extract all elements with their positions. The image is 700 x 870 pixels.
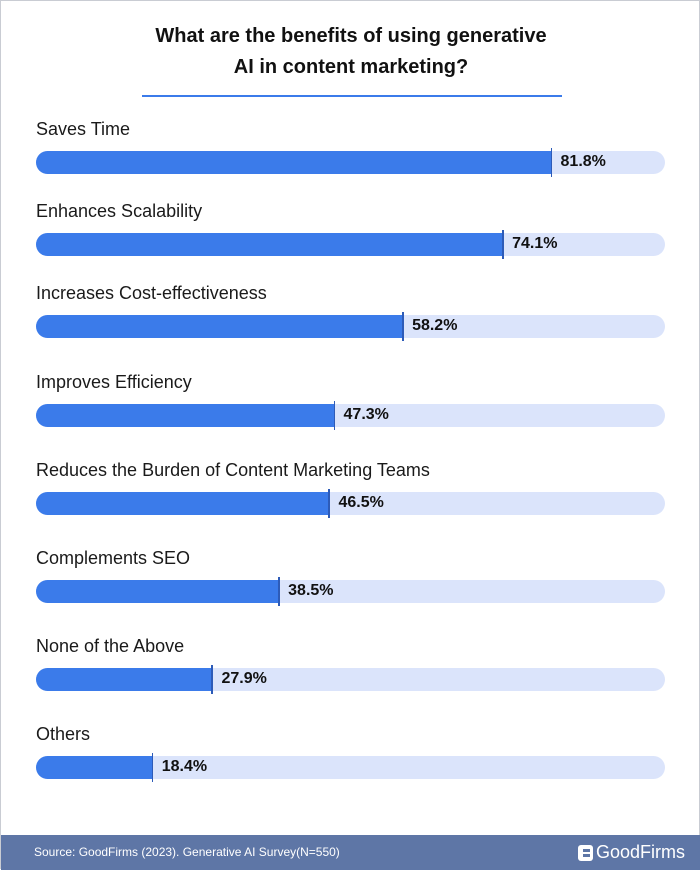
category-label: Saves Time bbox=[36, 119, 131, 139]
bar bbox=[36, 315, 403, 338]
bar-track: 58.2% bbox=[36, 312, 665, 341]
brand-name: GoodFirms bbox=[595, 842, 685, 862]
bar-end-marker bbox=[550, 148, 553, 177]
category-label: None of the Above bbox=[36, 636, 185, 656]
bar bbox=[36, 233, 503, 256]
bar-end-marker bbox=[402, 312, 404, 341]
title-line-1: What are the benefits of using generativ… bbox=[155, 25, 547, 47]
bar-end-marker bbox=[502, 230, 504, 259]
bar-track: 47.3% bbox=[36, 401, 665, 430]
bar-track: 18.4% bbox=[36, 753, 665, 782]
value-label: 27.9% bbox=[221, 670, 267, 687]
category-label: Enhances Scalability bbox=[36, 201, 203, 221]
value-label: 38.5% bbox=[288, 582, 334, 599]
value-label: 46.5% bbox=[338, 494, 384, 511]
category-label: Reduces the Burden of Content Marketing … bbox=[36, 460, 430, 480]
category-label: Complements SEO bbox=[36, 548, 191, 568]
title-underline bbox=[142, 95, 562, 97]
brand-logo: GoodFirms bbox=[577, 842, 685, 863]
bar bbox=[36, 151, 551, 174]
value-label: 18.4% bbox=[161, 758, 208, 775]
bar-track: 27.9% bbox=[36, 665, 665, 694]
category-label: Improves Efficiency bbox=[36, 372, 192, 392]
bar-end-marker bbox=[211, 665, 213, 694]
bar-end-marker bbox=[278, 577, 280, 606]
chart-title: What are the benefits of using generativ… bbox=[1, 21, 700, 83]
bar-end-marker bbox=[328, 489, 330, 518]
bar bbox=[36, 492, 329, 515]
value-label: 81.8% bbox=[560, 153, 606, 170]
bar bbox=[36, 756, 152, 779]
bar-end-marker bbox=[333, 401, 336, 430]
bar-end-marker bbox=[151, 753, 154, 782]
bar-track: 46.5% bbox=[36, 489, 665, 518]
bar bbox=[36, 404, 334, 427]
bar-track: 38.5% bbox=[36, 577, 665, 606]
bar-track: 74.1% bbox=[36, 230, 665, 259]
bar bbox=[36, 580, 279, 603]
goodfirms-logo-icon bbox=[577, 844, 593, 861]
value-label: 47.3% bbox=[343, 406, 389, 423]
value-label: 74.1% bbox=[512, 235, 558, 252]
category-label: Increases Cost-effectiveness bbox=[36, 283, 267, 303]
value-label: 58.2% bbox=[412, 317, 458, 334]
title-line-2: AI in content marketing? bbox=[233, 56, 469, 78]
footer: Source: GoodFirms (2023). Generative AI … bbox=[1, 835, 700, 870]
bar bbox=[36, 668, 212, 691]
source-note: Source: GoodFirms (2023). Generative AI … bbox=[34, 845, 340, 859]
category-label: Others bbox=[36, 724, 91, 744]
bar-track: 81.8% bbox=[36, 148, 665, 177]
